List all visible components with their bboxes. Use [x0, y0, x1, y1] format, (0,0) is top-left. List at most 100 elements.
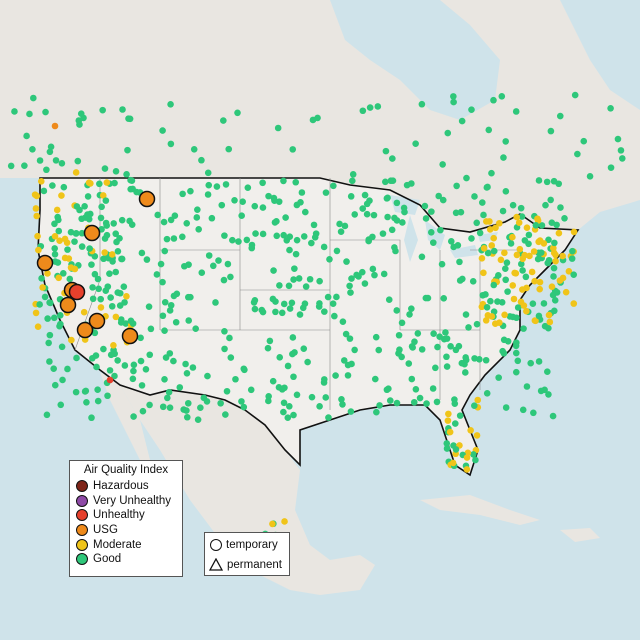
- station-marker: [146, 401, 153, 409]
- station-marker: [530, 409, 537, 417]
- station-marker: [443, 445, 451, 452]
- station-marker: [112, 167, 120, 175]
- station-marker: [406, 311, 413, 318]
- station-marker: [185, 293, 192, 301]
- station-marker: [103, 222, 110, 229]
- station-marker: [51, 122, 59, 130]
- station-marker: [463, 174, 470, 182]
- station-marker: [347, 289, 354, 296]
- station-marker: [462, 311, 470, 318]
- station-marker: [513, 213, 521, 221]
- station-marker: [536, 285, 543, 293]
- station-marker: [110, 341, 117, 349]
- station-marker: [11, 108, 18, 115]
- station-marker: [512, 342, 520, 350]
- station-marker: [507, 240, 515, 247]
- station-marker: [302, 283, 310, 290]
- station-marker: [204, 191, 212, 198]
- station-marker: [74, 157, 82, 165]
- aqi-swatch: [76, 509, 88, 522]
- station-marker: [469, 278, 477, 285]
- station-marker: [88, 261, 95, 268]
- station-marker: [234, 109, 241, 117]
- station-marker: [373, 408, 380, 416]
- station-marker: [118, 255, 126, 263]
- station-marker-large: [59, 296, 77, 314]
- station-marker: [240, 403, 248, 411]
- station-marker: [443, 353, 450, 361]
- station-marker: [116, 289, 124, 297]
- station-marker: [470, 451, 477, 458]
- station-marker: [251, 297, 259, 304]
- station-marker: [43, 411, 51, 419]
- station-marker: [361, 191, 369, 199]
- station-marker: [280, 177, 287, 185]
- station-marker: [30, 94, 37, 102]
- station-marker: [111, 179, 118, 187]
- station-marker: [492, 224, 499, 232]
- station-marker: [119, 106, 126, 113]
- station-marker: [118, 216, 126, 224]
- station-marker-large: [83, 224, 101, 242]
- station-marker-large: [88, 312, 106, 330]
- legend-row-permanent: permanent: [205, 553, 289, 573]
- station-marker: [76, 121, 83, 128]
- station-type-legend: temporary permanent: [204, 532, 290, 576]
- station-marker: [29, 146, 36, 153]
- station-marker: [369, 265, 377, 273]
- station-marker: [23, 132, 30, 140]
- station-marker: [486, 218, 493, 225]
- station-marker: [535, 358, 543, 365]
- station-marker: [379, 230, 387, 237]
- station-marker: [51, 245, 58, 252]
- station-marker: [290, 373, 297, 381]
- station-marker: [89, 354, 96, 362]
- station-marker: [55, 216, 62, 224]
- station-marker: [182, 360, 189, 368]
- station-marker: [435, 192, 442, 200]
- station-marker: [208, 214, 216, 222]
- station-marker: [67, 264, 75, 271]
- station-marker: [44, 270, 51, 277]
- station-marker: [110, 346, 117, 354]
- station-marker: [220, 117, 227, 124]
- station-marker: [161, 298, 169, 306]
- station-marker: [81, 202, 88, 210]
- aqi-legend-label: Unhealthy: [93, 509, 145, 522]
- station-marker: [204, 372, 211, 380]
- station-marker: [580, 137, 588, 145]
- station-marker: [392, 247, 399, 255]
- station-marker: [463, 466, 471, 473]
- station-marker: [607, 164, 615, 171]
- station-marker: [102, 197, 110, 204]
- station-marker: [359, 107, 367, 115]
- station-marker: [110, 220, 118, 227]
- station-marker: [284, 362, 292, 370]
- station-marker: [293, 236, 301, 244]
- station-marker: [499, 207, 507, 215]
- station-marker: [278, 309, 286, 317]
- station-marker: [295, 275, 303, 282]
- station-marker: [519, 267, 526, 274]
- station-marker: [443, 440, 451, 447]
- station-marker: [252, 230, 259, 237]
- station-marker: [271, 197, 278, 204]
- station-marker: [570, 228, 578, 236]
- station-marker: [550, 273, 557, 280]
- station-marker: [269, 520, 276, 528]
- station-marker: [163, 235, 171, 243]
- station-marker: [116, 235, 123, 242]
- station-marker: [46, 299, 53, 306]
- station-marker: [170, 235, 178, 242]
- aqi-legend-label: USG: [93, 524, 118, 537]
- station-marker: [451, 420, 459, 427]
- station-marker: [430, 330, 437, 337]
- station-marker: [50, 314, 58, 322]
- aqi-legend-row: Good: [70, 552, 182, 567]
- station-marker: [47, 143, 55, 151]
- station-marker: [192, 325, 199, 332]
- station-marker: [106, 376, 114, 384]
- station-marker: [339, 318, 347, 325]
- station-marker: [170, 292, 178, 300]
- station-marker: [221, 328, 228, 335]
